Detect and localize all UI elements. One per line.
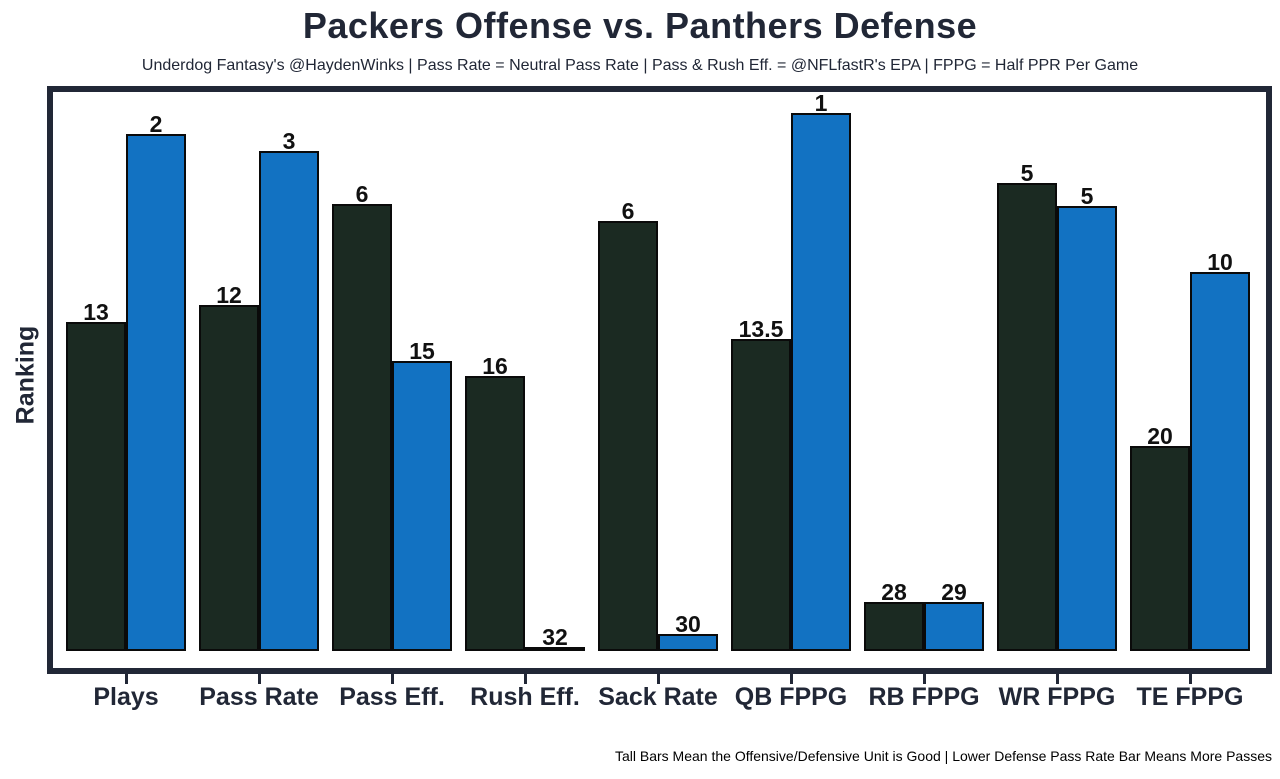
bar-value-label: 6 — [621, 197, 635, 224]
bar-offense: 28 — [864, 579, 924, 651]
bar-value-label: 12 — [216, 281, 242, 308]
x-axis-label: Plays — [93, 683, 159, 711]
bar-defense: 30 — [658, 611, 718, 651]
bar-offense: 16 — [465, 353, 525, 651]
x-axis-label: Rush Eff. — [470, 683, 580, 711]
bar-defense: 29 — [924, 579, 984, 651]
bar-offense: 13 — [66, 299, 126, 651]
bar-value-label: 6 — [355, 180, 369, 207]
bar-defense: 1 — [791, 90, 851, 651]
plot-border-box: 13 2 12 3 6 15 16 32 6 30 13.5 1 28 29 5 5 20 10 — [47, 86, 1272, 674]
bar-offense: 13.5 — [731, 316, 791, 651]
x-axis-label: TE FPPG — [1136, 683, 1244, 711]
bar-defense: 2 — [126, 111, 186, 651]
bar-group: 6 15 — [332, 181, 452, 651]
bar-value-label: 16 — [482, 352, 508, 379]
bar-value-label: 30 — [675, 610, 701, 637]
bar-value-label: 15 — [409, 337, 435, 364]
x-axis-label: QB FPPG — [734, 683, 848, 711]
bar-defense: 5 — [1057, 183, 1117, 651]
bar-value-label: 2 — [149, 110, 163, 137]
bar-value-label: 28 — [881, 578, 907, 605]
x-tick — [125, 674, 128, 684]
x-tick — [258, 674, 261, 684]
bar-defense: 32 — [525, 624, 585, 651]
chart-title: Packers Offense vs. Panthers Defense — [302, 5, 978, 46]
x-tick — [524, 674, 527, 684]
bar-value-label: 3 — [282, 127, 296, 154]
footer-note: Tall Bars Mean the Offensive/Defensive U… — [614, 748, 1272, 764]
y-axis-label: Ranking — [11, 325, 40, 425]
bar-value-label: 1 — [814, 89, 828, 116]
bar-offense: 6 — [332, 181, 392, 651]
bar-defense: 3 — [259, 128, 319, 651]
x-tick — [1056, 674, 1059, 684]
bar-group: 13 2 — [66, 111, 186, 651]
bar-value-label: 20 — [1147, 422, 1173, 449]
plot-area: 13 2 12 3 6 15 16 32 6 30 13.5 1 28 29 5 5 20 10 — [53, 90, 1266, 668]
bar-value-label: 29 — [941, 578, 967, 605]
bar-value-label: 5 — [1080, 182, 1094, 209]
x-axis-label: Pass Rate — [199, 683, 319, 711]
bar-defense: 10 — [1190, 249, 1250, 651]
x-axis-label: WR FPPG — [998, 683, 1116, 711]
bar-value-label: 13.5 — [738, 315, 784, 342]
x-tick — [657, 674, 660, 684]
x-tick — [790, 674, 793, 684]
chart-subtitle: Underdog Fantasy's @HaydenWinks | Pass R… — [141, 57, 1139, 74]
bar-value-label: 32 — [542, 623, 568, 650]
x-tick — [1189, 674, 1192, 684]
bar-group: 28 29 — [864, 579, 984, 651]
bar-offense: 12 — [199, 282, 259, 651]
x-axis-label: RB FPPG — [868, 683, 980, 711]
bar-value-label: 5 — [1020, 159, 1034, 186]
bar-offense: 20 — [1130, 423, 1190, 651]
bar-offense: 5 — [997, 160, 1057, 651]
bar-defense: 15 — [392, 338, 452, 651]
x-axis-label: Sack Rate — [598, 683, 718, 711]
x-tick — [923, 674, 926, 684]
bar-value-label: 10 — [1207, 248, 1233, 275]
bar-group: 6 30 — [598, 198, 718, 651]
bar-offense: 6 — [598, 198, 658, 651]
bar-group: 13.5 1 — [731, 90, 851, 651]
x-axis-label: Pass Eff. — [339, 683, 445, 711]
bar-group: 12 3 — [199, 128, 319, 651]
bar-group: 16 32 — [465, 353, 585, 651]
bar-value-label: 13 — [83, 298, 109, 325]
bar-group: 20 10 — [1130, 249, 1250, 651]
x-tick — [391, 674, 394, 684]
